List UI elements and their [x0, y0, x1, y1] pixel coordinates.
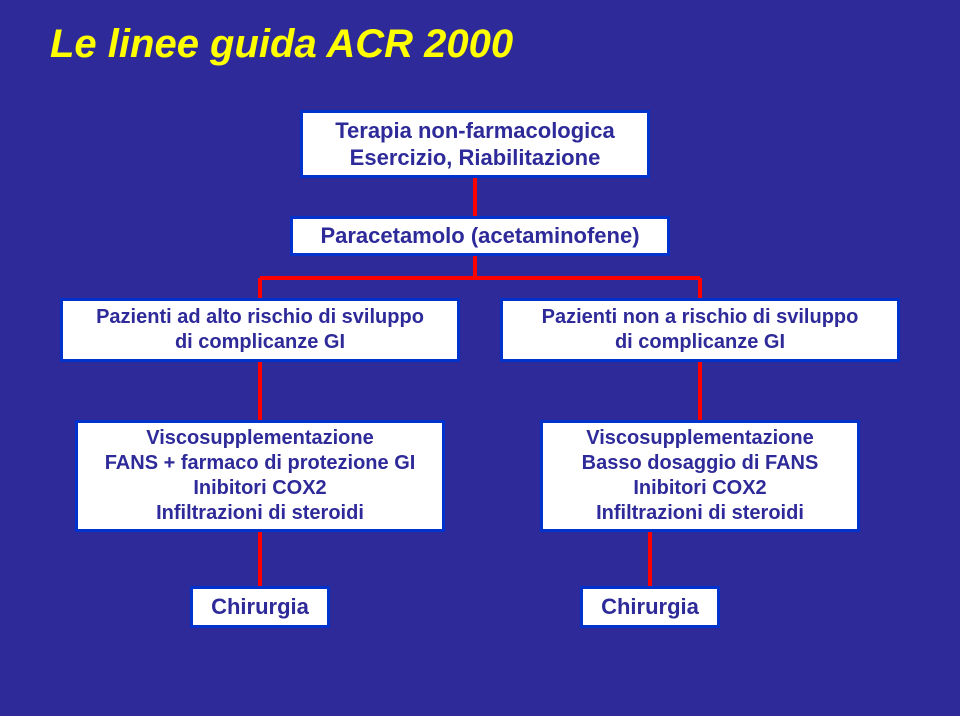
box-left2: ViscosupplementazioneFANS + farmaco di p…	[75, 420, 445, 532]
box-mid: Paracetamolo (acetaminofene)	[290, 216, 670, 256]
box-left1: Pazienti ad alto rischio di sviluppodi c…	[60, 298, 460, 362]
box-right2-text: ViscosupplementazioneBasso dosaggio di F…	[582, 426, 819, 526]
box-left1-text: Pazienti ad alto rischio di sviluppodi c…	[96, 305, 424, 355]
slide-title: Le linee guida ACR 2000	[50, 22, 513, 67]
box-left3: Chirurgia	[190, 586, 330, 628]
box-top-text: Terapia non-farmacologicaEsercizio, Riab…	[335, 117, 615, 172]
box-top: Terapia non-farmacologicaEsercizio, Riab…	[300, 110, 650, 178]
box-right2: ViscosupplementazioneBasso dosaggio di F…	[540, 420, 860, 532]
box-right3-text: Chirurgia	[601, 593, 699, 621]
box-left2-text: ViscosupplementazioneFANS + farmaco di p…	[105, 426, 416, 526]
box-mid-text: Paracetamolo (acetaminofene)	[320, 222, 639, 250]
box-right3: Chirurgia	[580, 586, 720, 628]
slide: Le linee guida ACR 2000 Terapia non-farm…	[0, 0, 960, 716]
box-left3-text: Chirurgia	[211, 593, 309, 621]
box-right1-text: Pazienti non a rischio di sviluppodi com…	[542, 305, 859, 355]
box-right1: Pazienti non a rischio di sviluppodi com…	[500, 298, 900, 362]
